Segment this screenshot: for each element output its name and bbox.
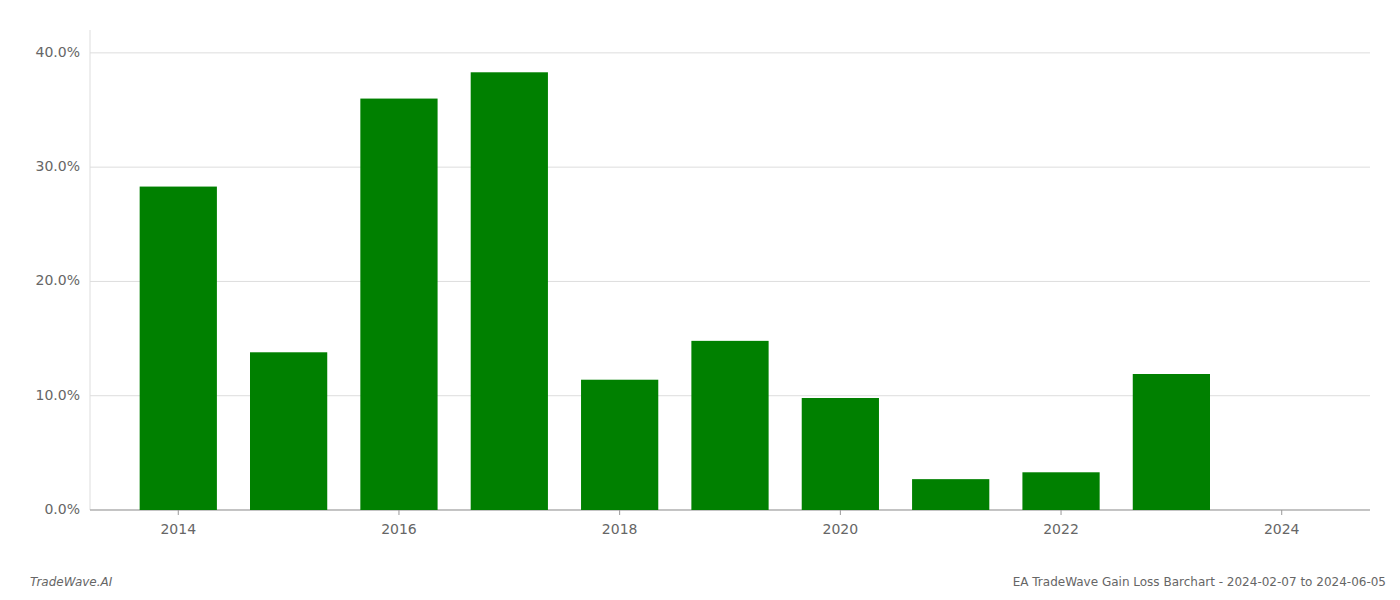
- x-tick: [619, 510, 620, 515]
- bar: [802, 398, 879, 510]
- bar: [360, 99, 437, 510]
- bar: [912, 479, 989, 510]
- y-axis-line: [90, 30, 91, 510]
- y-tick-label: 40.0%: [36, 44, 80, 60]
- x-tick: [178, 510, 179, 515]
- bar: [250, 352, 327, 510]
- bar: [581, 380, 658, 510]
- y-tick-label: 20.0%: [36, 272, 80, 288]
- grid: [90, 53, 1370, 510]
- bar: [691, 341, 768, 510]
- x-tick-label: 2020: [823, 521, 859, 537]
- x-tick: [1281, 510, 1282, 515]
- y-tick-label: 10.0%: [36, 387, 80, 403]
- chart-container: 0.0% 10.0% 20.0% 30.0% 40.0% 2014 2016 2018 2020…: [0, 0, 1400, 600]
- bar: [140, 187, 217, 510]
- y-tick-label: 0.0%: [44, 501, 80, 517]
- grid-line: [90, 167, 1370, 168]
- bar: [1133, 374, 1210, 510]
- x-tick-label: 2024: [1264, 521, 1300, 537]
- grid-line: [90, 281, 1370, 282]
- y-tick-label: 30.0%: [36, 158, 80, 174]
- x-tick: [1061, 510, 1062, 515]
- chart: 0.0% 10.0% 20.0% 30.0% 40.0% 2014 2016 2018 2020…: [0, 0, 1400, 600]
- grid-line: [90, 52, 1370, 53]
- x-tick: [840, 510, 841, 515]
- x-tick: [398, 510, 399, 515]
- x-tick-label: 2018: [602, 521, 638, 537]
- x-tick-label: 2022: [1043, 521, 1079, 537]
- bar: [1022, 472, 1099, 510]
- axes: 0.0% 10.0% 20.0% 30.0% 40.0% 2014 2016 2018 2020…: [36, 30, 1370, 537]
- bar: [1243, 510, 1320, 511]
- x-tick-label: 2014: [160, 521, 196, 537]
- bar: [471, 72, 548, 510]
- bars: [140, 72, 1210, 510]
- footer-left: TradeWave.AI: [30, 575, 113, 589]
- footer-right: EA TradeWave Gain Loss Barchart - 2024-0…: [1013, 575, 1386, 589]
- x-tick-label: 2016: [381, 521, 417, 537]
